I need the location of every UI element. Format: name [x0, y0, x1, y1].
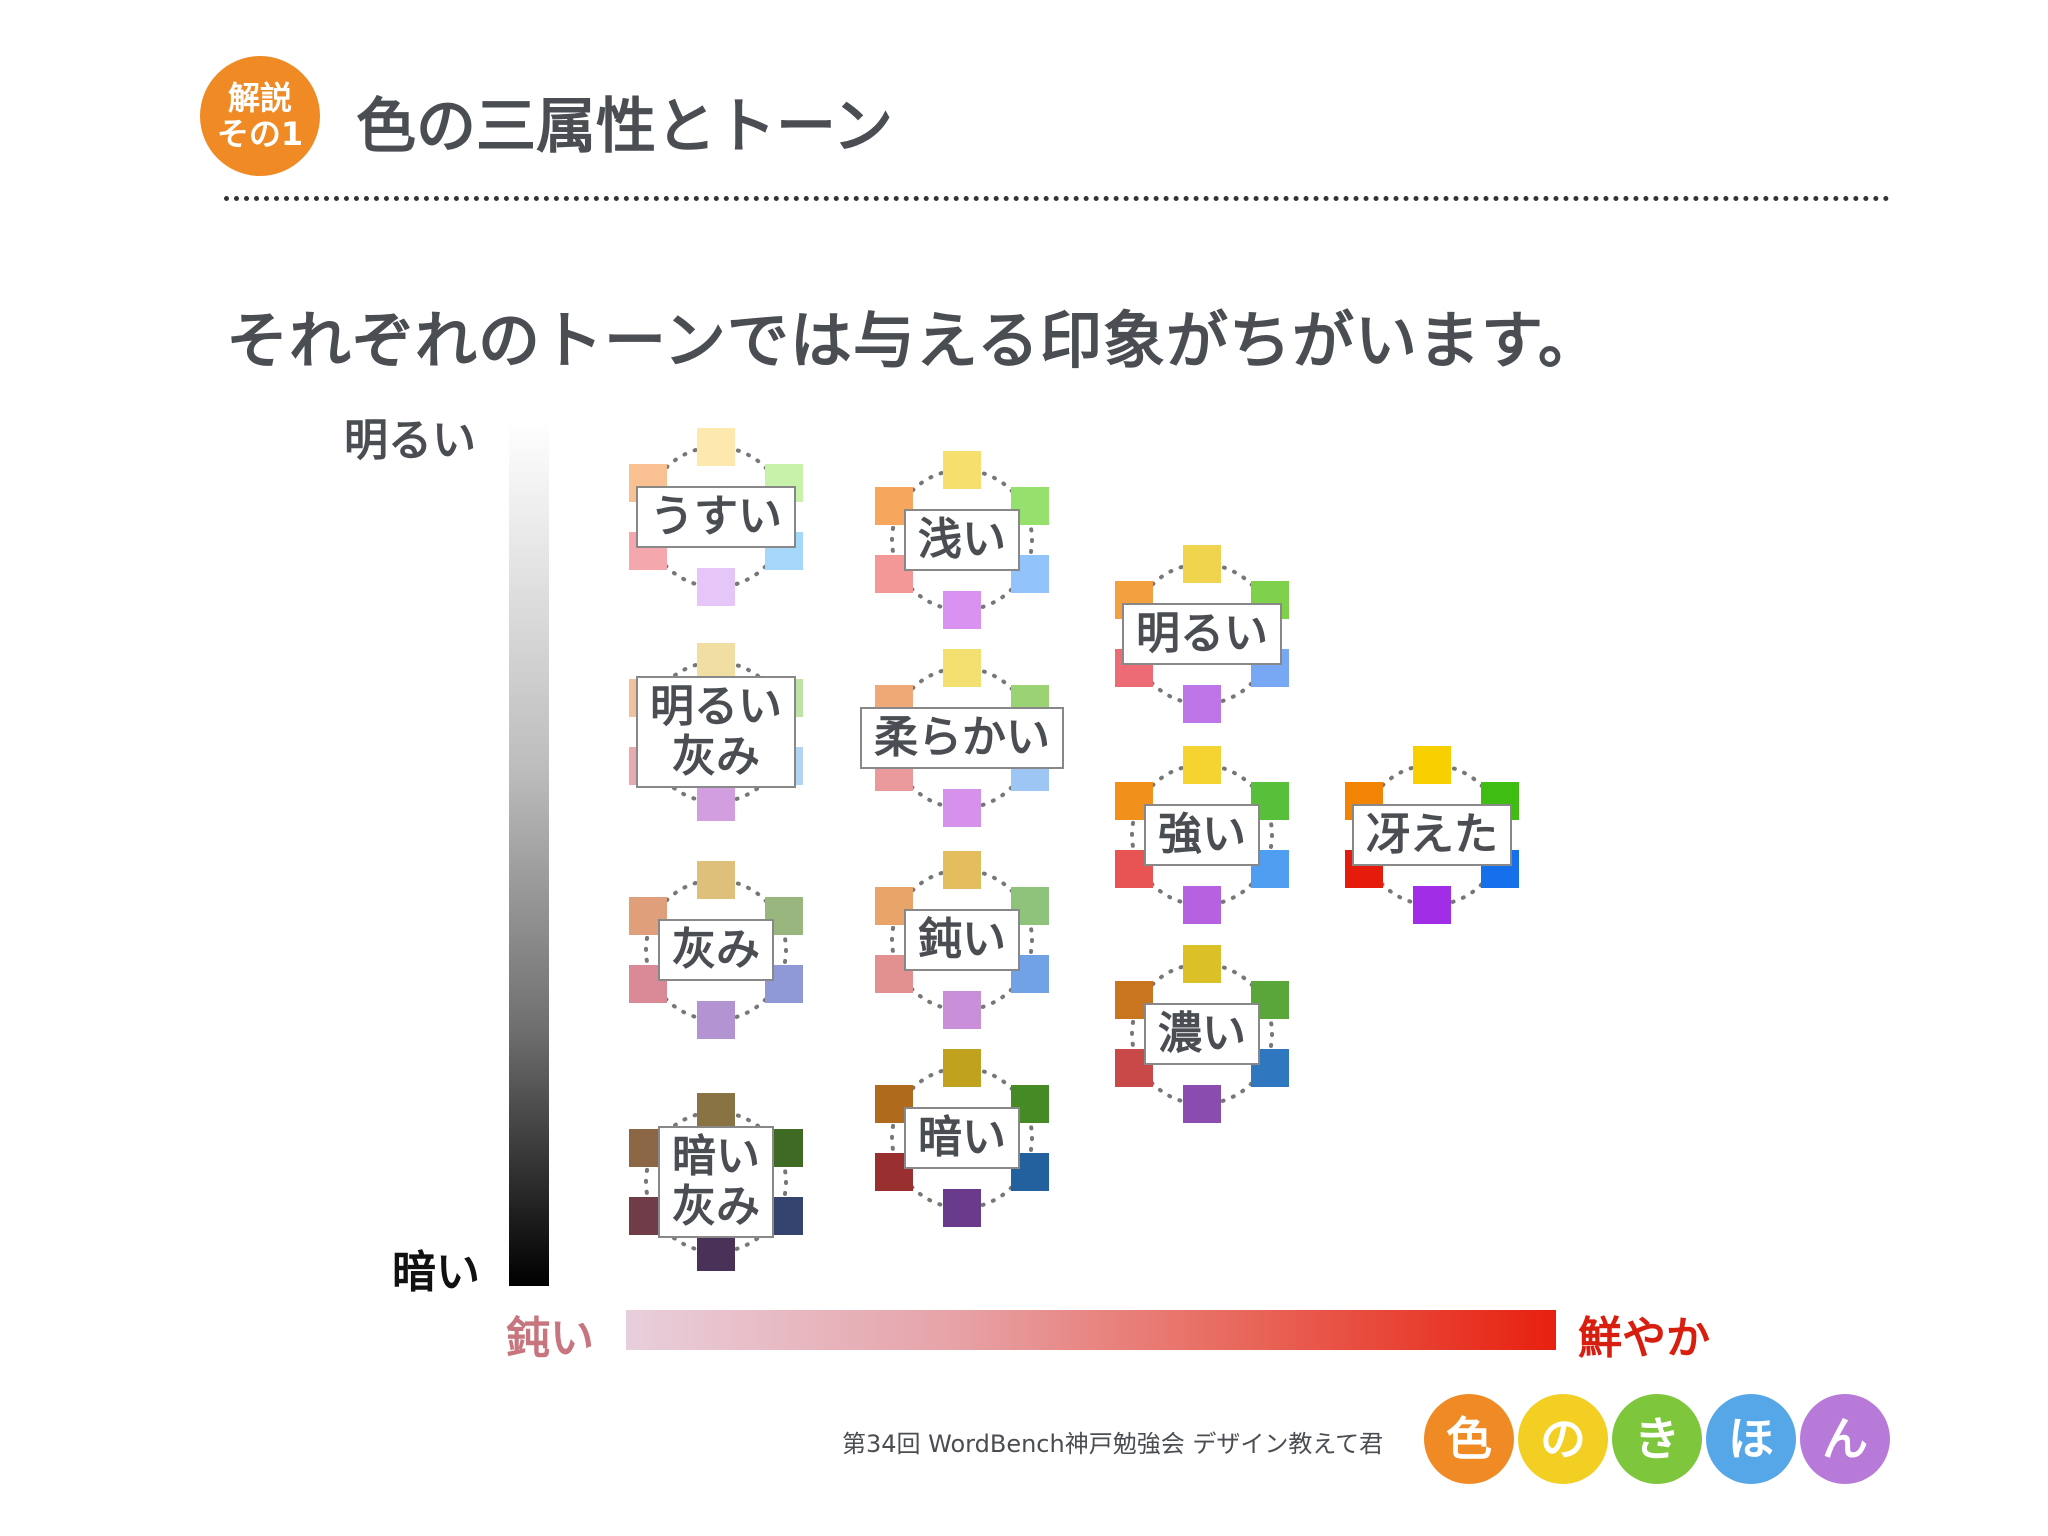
- kihon-badge-4: ほ: [1706, 1394, 1796, 1484]
- color-swatch: [697, 643, 735, 681]
- color-swatch: [943, 591, 981, 629]
- tone-label: うすい: [636, 486, 796, 548]
- color-swatch: [697, 428, 735, 466]
- tone-label: 強い: [1144, 804, 1260, 866]
- color-swatch: [697, 1233, 735, 1271]
- color-swatch: [943, 991, 981, 1029]
- tone-wheel-dark-grayish: 暗い 灰み: [624, 1090, 808, 1274]
- tone-label: 明るい 灰み: [636, 676, 796, 788]
- tone-wheel-akarui: 明るい: [1110, 542, 1294, 726]
- tone-swatches: [875, 851, 1049, 1029]
- color-swatch: [943, 1189, 981, 1227]
- tone-swatches: [1115, 945, 1289, 1123]
- tone-wheel-dull: 鈍い: [870, 848, 1054, 1032]
- tone-swatches: [629, 861, 803, 1039]
- tone-label: 柔らかい: [860, 707, 1064, 769]
- dotted-divider: [224, 196, 1890, 201]
- color-swatch: [697, 783, 735, 821]
- badge-line2: その1: [216, 115, 304, 153]
- color-swatch: [1183, 746, 1221, 784]
- tone-wheel-usui: うすい: [624, 425, 808, 609]
- tone-wheel-strong: 強い: [1110, 743, 1294, 927]
- color-swatch: [697, 1001, 735, 1039]
- page-title: 色の三属性とトーン: [356, 92, 893, 162]
- saturation-gradient-bar: [626, 1310, 1556, 1350]
- color-swatch: [1183, 1085, 1221, 1123]
- tone-swatches: [629, 1093, 803, 1271]
- tone-label: 灰み: [658, 919, 774, 981]
- axis-label-bright: 明るい: [344, 415, 476, 466]
- color-swatch: [1183, 545, 1221, 583]
- axis-label-dull: 鈍い: [506, 1313, 594, 1364]
- color-swatch: [1413, 746, 1451, 784]
- color-swatch: [943, 1049, 981, 1087]
- tone-swatches: [1115, 746, 1289, 924]
- color-swatch: [697, 568, 735, 606]
- tone-wheel-soft: 柔らかい: [860, 646, 1064, 830]
- color-swatch: [697, 1093, 735, 1131]
- tone-label: 冴えた: [1352, 804, 1512, 866]
- tone-label: 暗い: [904, 1107, 1020, 1169]
- color-swatch: [697, 861, 735, 899]
- kihon-badge-3: き: [1612, 1394, 1702, 1484]
- tone-wheel-grayish: 灰み: [624, 858, 808, 1042]
- tone-swatches: [875, 1049, 1049, 1227]
- tone-wheel-asai: 浅い: [870, 448, 1054, 632]
- tone-wheel-dark: 暗い: [870, 1046, 1054, 1230]
- brightness-gradient-bar: [509, 420, 549, 1286]
- tone-wheel-deep: 濃い: [1110, 942, 1294, 1126]
- tone-label: 明るい: [1122, 603, 1282, 665]
- color-swatch: [1183, 886, 1221, 924]
- kihon-badge-1: 色: [1424, 1394, 1514, 1484]
- tone-label: 濃い: [1144, 1003, 1260, 1065]
- color-swatch: [1183, 685, 1221, 723]
- tone-label: 浅い: [904, 509, 1020, 571]
- tone-label: 暗い 灰み: [658, 1126, 774, 1238]
- axis-label-dark: 暗い: [392, 1247, 480, 1298]
- color-swatch: [943, 451, 981, 489]
- color-swatch: [943, 649, 981, 687]
- slide-subtitle: それぞれのトーンでは与える印象がちがいます。: [226, 304, 1601, 377]
- section-badge: 解説 その1: [200, 56, 320, 176]
- kihon-badge-2: の: [1518, 1394, 1608, 1484]
- color-swatch: [943, 789, 981, 827]
- color-swatch: [1183, 945, 1221, 983]
- footer-credit: 第34回 WordBench神戸勉強会 デザイン教えて君: [842, 1430, 1384, 1458]
- axis-label-vivid: 鮮やか: [1578, 1313, 1710, 1364]
- kihon-badge-5: ん: [1800, 1394, 1890, 1484]
- tone-wheel-vivid: 冴えた: [1340, 743, 1524, 927]
- tone-label: 鈍い: [904, 909, 1020, 971]
- color-swatch: [943, 851, 981, 889]
- color-swatch: [1413, 886, 1451, 924]
- tone-wheel-light-grayish: 明るい 灰み: [624, 640, 808, 824]
- badge-line1: 解説: [227, 79, 292, 117]
